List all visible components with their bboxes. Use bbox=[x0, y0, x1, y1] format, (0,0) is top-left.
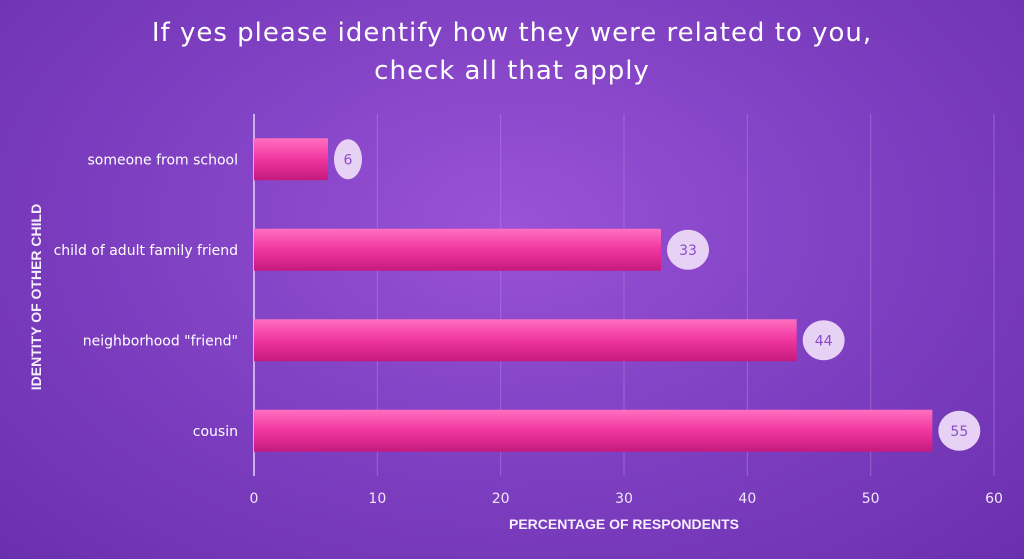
bar bbox=[254, 319, 797, 362]
x-tick-label: 10 bbox=[368, 491, 386, 507]
y-axis-title: IDENTITY OF OTHER CHILD bbox=[28, 204, 44, 390]
chart-title: If yes please identify how they were rel… bbox=[0, 14, 1024, 90]
y-category-label: cousin bbox=[193, 424, 238, 440]
y-category-label: neighborhood "friend" bbox=[83, 333, 238, 349]
y-category-label: someone from school bbox=[87, 152, 238, 168]
x-tick-label: 0 bbox=[250, 491, 259, 507]
x-tick-label: 40 bbox=[738, 491, 756, 507]
x-tick-label: 50 bbox=[862, 491, 880, 507]
chart-title-line-1: If yes please identify how they were rel… bbox=[151, 18, 873, 48]
bar bbox=[254, 138, 328, 181]
data-label-bubble bbox=[334, 139, 362, 180]
x-axis-title: PERCENTAGE OF RESPONDENTS bbox=[509, 516, 739, 532]
bar bbox=[254, 409, 933, 452]
chart-text: PERCENTAGE OF RESPONDENTS IDENTITY OF OT… bbox=[28, 139, 1003, 532]
y-category-label: child of adult family friend bbox=[54, 243, 238, 259]
x-tick-label: 60 bbox=[985, 491, 1003, 507]
x-tick-label: 20 bbox=[492, 491, 510, 507]
x-tick-label: 30 bbox=[615, 491, 633, 507]
data-label-bubble bbox=[667, 229, 709, 270]
bars bbox=[254, 138, 933, 452]
data-label-bubble bbox=[938, 410, 981, 451]
data-label: 44 bbox=[815, 333, 833, 349]
chart-title-line-2: check all that apply bbox=[374, 56, 650, 86]
data-label: 55 bbox=[950, 424, 968, 440]
bar bbox=[254, 228, 661, 271]
data-label: 6 bbox=[344, 152, 353, 168]
data-label: 33 bbox=[679, 243, 697, 259]
data-label-bubble bbox=[802, 320, 845, 361]
